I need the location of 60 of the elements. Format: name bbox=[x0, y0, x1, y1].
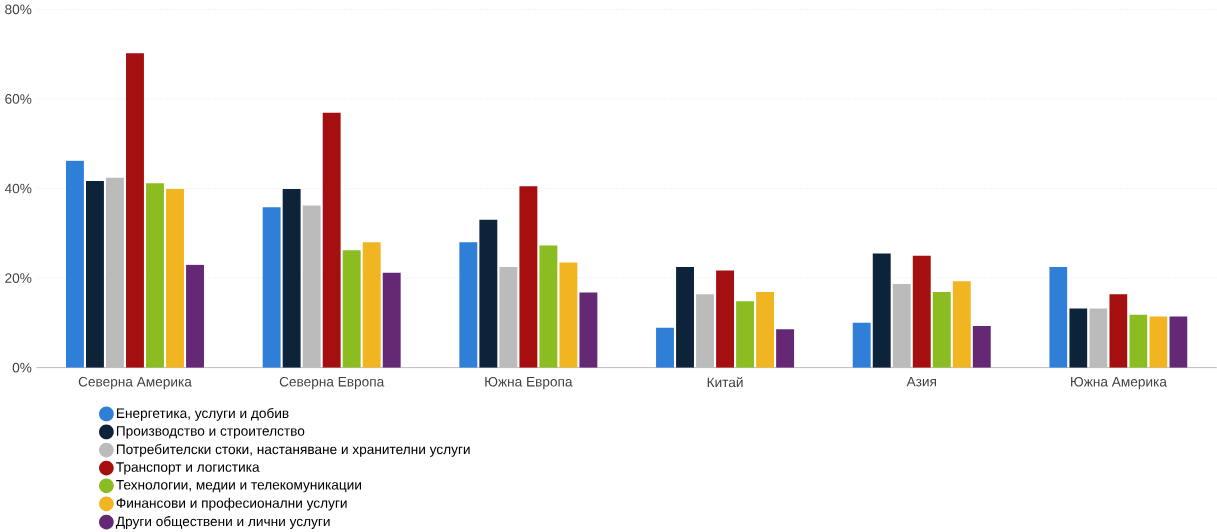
legend-label: Транспорт и логистика bbox=[116, 462, 260, 475]
bar bbox=[1069, 308, 1088, 368]
legend-label: Производство и строителство bbox=[116, 426, 305, 439]
legend-label: Потребителски стоки, настаняване и хранителни услуги bbox=[116, 443, 470, 457]
x-tick-label: Северна Америка bbox=[78, 376, 192, 390]
bar bbox=[559, 262, 578, 368]
x-tick-label: Азия bbox=[906, 376, 936, 387]
y-tick-label: 60% bbox=[5, 93, 32, 104]
x-tick-label: Южна Америка bbox=[1071, 376, 1167, 390]
y-tick-label: 0% bbox=[12, 362, 32, 373]
bar bbox=[362, 242, 381, 368]
bar bbox=[892, 283, 911, 368]
bar bbox=[86, 180, 104, 368]
legend-label: Енергетика, услуги и добив bbox=[116, 407, 289, 421]
legend-label: Технологии, медии и телекомуникации bbox=[116, 479, 361, 493]
y-tick-label: 40% bbox=[4, 183, 32, 194]
x-tick-label: Китай bbox=[707, 376, 743, 387]
bar bbox=[1149, 316, 1168, 368]
bar bbox=[186, 264, 204, 368]
legend-label: Финансови и професионални услуги bbox=[116, 497, 347, 511]
bar bbox=[952, 281, 971, 368]
bar bbox=[852, 322, 871, 368]
bar bbox=[756, 291, 775, 368]
bar bbox=[382, 272, 401, 368]
bar bbox=[872, 253, 891, 368]
x-tick-label: Северна Европа bbox=[279, 376, 385, 390]
bar bbox=[676, 266, 694, 368]
x-tick-label: Южна Европа bbox=[485, 376, 573, 390]
bar bbox=[539, 245, 558, 368]
bar bbox=[912, 255, 931, 368]
bar bbox=[1129, 314, 1148, 368]
bar bbox=[932, 291, 951, 368]
bar bbox=[146, 182, 164, 368]
bar bbox=[696, 294, 714, 368]
bar bbox=[302, 205, 321, 368]
bar bbox=[342, 250, 361, 368]
bar bbox=[1169, 316, 1188, 368]
bar bbox=[479, 219, 498, 368]
bar bbox=[499, 266, 518, 368]
bar bbox=[656, 327, 674, 368]
bar bbox=[262, 207, 281, 368]
legend-label: Други обществени и лични услуги bbox=[115, 515, 330, 529]
bar bbox=[1049, 266, 1068, 368]
bar bbox=[1109, 294, 1128, 368]
bar bbox=[736, 301, 755, 368]
bar bbox=[65, 160, 84, 368]
y-tick-label: 20% bbox=[5, 273, 32, 283]
y-tick-label: 80% bbox=[5, 4, 32, 15]
bar bbox=[106, 177, 124, 368]
bar bbox=[459, 242, 478, 368]
bar bbox=[716, 270, 735, 368]
bar bbox=[126, 53, 144, 368]
bar bbox=[322, 112, 341, 368]
bar bbox=[282, 188, 301, 368]
bar bbox=[776, 328, 795, 368]
bar bbox=[972, 325, 991, 368]
bar bbox=[166, 188, 184, 368]
bar bbox=[519, 186, 538, 368]
bar bbox=[1089, 308, 1108, 368]
bar bbox=[579, 292, 598, 368]
